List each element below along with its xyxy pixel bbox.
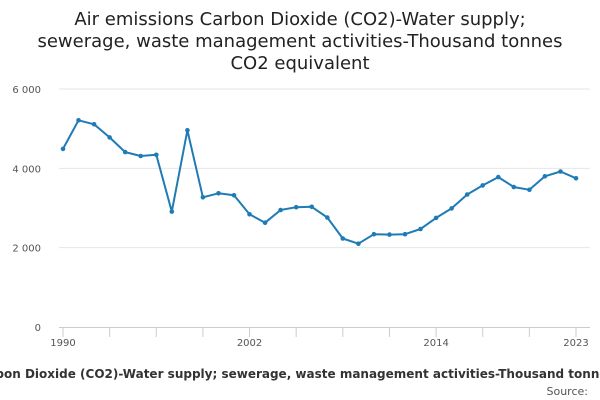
data-point-2018[interactable]: [496, 174, 501, 180]
x-axis: 1990 2002 2014 2023: [50, 327, 590, 349]
data-point-1995[interactable]: [138, 153, 143, 159]
data-point-2002[interactable]: [247, 212, 252, 217]
x-tick-label: 2002: [237, 338, 262, 349]
chart-title-line-3: CO2 equivalent: [230, 53, 369, 74]
y-tick-label: 2 000: [12, 244, 41, 255]
data-point-2012[interactable]: [402, 231, 408, 237]
chart-title: Air emissions Carbon Dioxide (CO2)-Water…: [37, 9, 562, 74]
data-point-1993[interactable]: [107, 135, 112, 140]
data-point-1992[interactable]: [91, 122, 97, 127]
data-point-2019[interactable]: [511, 184, 517, 190]
data-point-2006[interactable]: [309, 204, 315, 210]
data-point-2017[interactable]: [480, 183, 486, 188]
data-point-2021[interactable]: [542, 174, 548, 179]
data-point-2013[interactable]: [418, 226, 423, 232]
chart-title-line-1: Air emissions Carbon Dioxide (CO2)-Water…: [74, 9, 525, 30]
series-line[interactable]: [62, 119, 577, 245]
data-point-1991[interactable]: [76, 118, 81, 123]
series-group: [60, 118, 579, 246]
data-point-2008[interactable]: [340, 236, 346, 241]
chart-title-line-2: sewerage, waste management activities-Th…: [37, 31, 562, 52]
data-point-2011[interactable]: [387, 232, 392, 237]
data-point-2022[interactable]: [558, 169, 563, 174]
data-point-2010[interactable]: [371, 231, 377, 237]
data-point-2016[interactable]: [464, 192, 470, 197]
source-label: Source:: [547, 385, 589, 398]
gridlines: [59, 88, 590, 249]
y-tick-label: 4 000: [12, 164, 41, 175]
y-tick-label: 6 000: [12, 85, 41, 96]
data-point-1996[interactable]: [154, 152, 159, 158]
data-point-2005[interactable]: [293, 204, 299, 210]
legend: Air emissions Carbon Dioxide (CO2)-Water…: [0, 367, 600, 381]
y-axis: 0 2 000 4 000 6 000: [12, 85, 41, 334]
data-point-2020[interactable]: [527, 187, 532, 193]
x-tick-label: 2014: [423, 338, 448, 349]
data-point-2001[interactable]: [231, 193, 237, 198]
legend-label[interactable]: Air emissions Carbon Dioxide (CO2)-Water…: [0, 367, 600, 381]
data-point-1999[interactable]: [200, 195, 206, 200]
data-point-2009[interactable]: [356, 241, 361, 246]
x-tick-label: 2023: [563, 338, 588, 349]
data-point-1997[interactable]: [169, 209, 175, 214]
data-point-1998[interactable]: [185, 128, 190, 133]
data-point-2014[interactable]: [433, 215, 439, 221]
data-point-2003[interactable]: [262, 220, 268, 225]
y-tick-label: 0: [35, 323, 41, 334]
data-point-2004[interactable]: [278, 207, 283, 213]
data-point-2015[interactable]: [449, 206, 454, 211]
data-point-2023[interactable]: [573, 176, 579, 181]
x-tick-label: 1990: [50, 338, 75, 349]
data-point-2007[interactable]: [325, 215, 330, 220]
data-point-1990[interactable]: [60, 146, 66, 152]
data-point-2000[interactable]: [216, 191, 221, 196]
data-point-1994[interactable]: [122, 149, 128, 155]
